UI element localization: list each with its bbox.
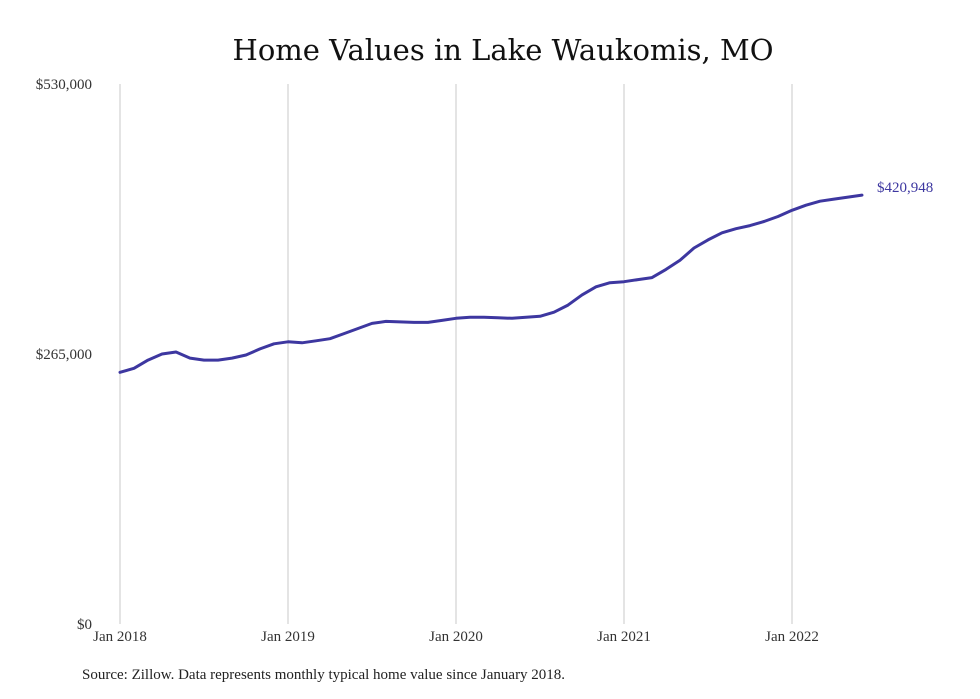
y-tick-label: $530,000: [36, 77, 92, 93]
x-tick-label: Jan 2019: [261, 629, 315, 645]
home-value-line: [118, 193, 864, 374]
source-note: Source: Zillow. Data represents monthly …: [82, 667, 566, 683]
x-tick-label: Jan 2022: [765, 629, 819, 645]
x-tick-label: Jan 2018: [93, 629, 147, 645]
chart-title: Home Values in Lake Waukomis, MO: [233, 33, 774, 67]
y-axis-ticks: $530,000 $265,000 $0: [36, 77, 92, 633]
x-axis-ticks: Jan 2018 Jan 2019 Jan 2020 Jan 2021 Jan 2022: [93, 629, 819, 645]
end-value-label: $420,948: [877, 180, 933, 196]
y-tick-label: $0: [77, 617, 92, 633]
x-tick-label: Jan 2020: [429, 629, 483, 645]
gridlines: [119, 84, 793, 624]
line-chart: Home Values in Lake Waukomis, MO $530,00…: [36, 33, 934, 645]
y-tick-label: $265,000: [36, 347, 92, 363]
x-tick-label: Jan 2021: [597, 629, 651, 645]
